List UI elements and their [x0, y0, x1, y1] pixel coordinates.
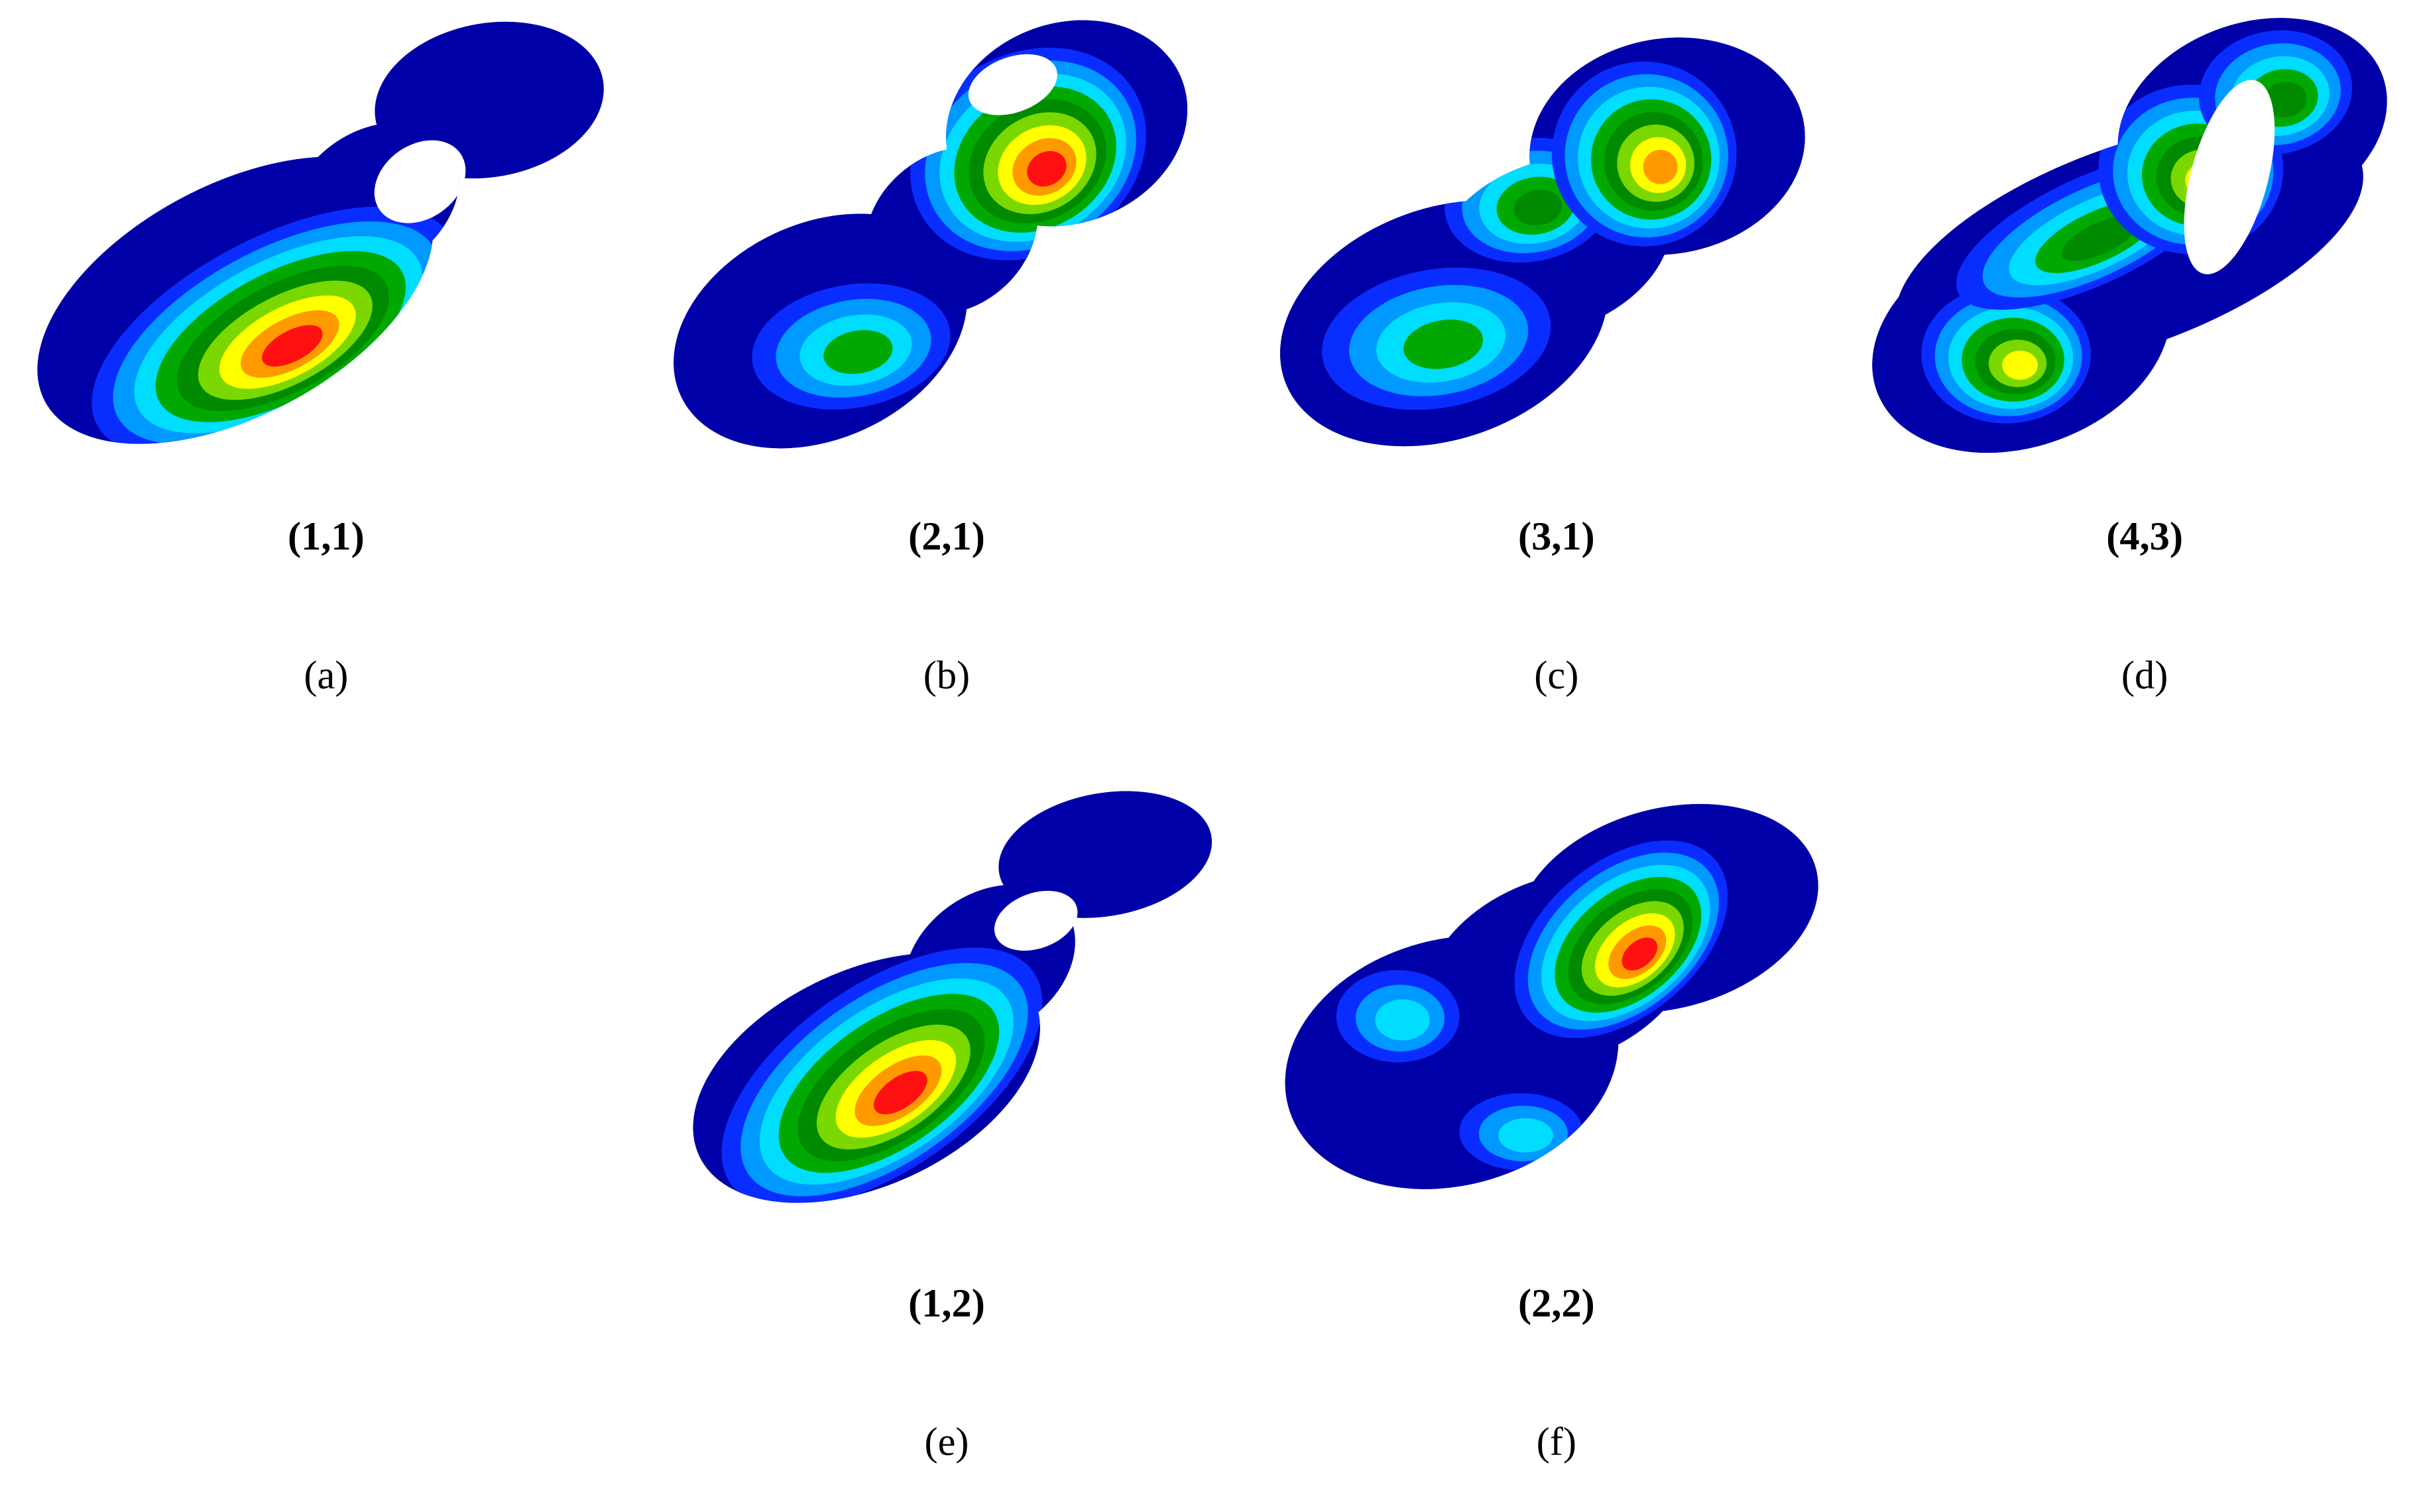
plate [998, 791, 1212, 918]
panel: (1,1) (a) [37, 21, 604, 697]
panel: (2,2) (f) [1285, 803, 1818, 1464]
contour-band [1643, 149, 1678, 184]
mode-shape [37, 21, 604, 456]
contour-band [1375, 999, 1430, 1041]
mode-label: (4,3) [2106, 514, 2183, 559]
panel-label: (d) [2121, 653, 2168, 697]
panel-label: (b) [923, 653, 970, 697]
panel: (3,1) (c) [1279, 37, 1805, 697]
mode-label: (2,2) [1518, 1281, 1595, 1326]
mode-shape [674, 20, 1188, 449]
contour-band [2263, 82, 2307, 118]
panel-label: (c) [1534, 653, 1578, 697]
mode-label: (2,1) [908, 514, 985, 559]
panel-label: (a) [304, 653, 348, 697]
contour-band [262, 325, 323, 367]
hole [2184, 80, 2275, 274]
mode-shape [1279, 37, 1805, 447]
contour-band [1027, 150, 1067, 187]
mode-shape [1285, 803, 1818, 1190]
panel-label: (e) [924, 1420, 969, 1464]
contour-band [1498, 1118, 1553, 1153]
hole [968, 54, 1057, 115]
mode-label: (1,2) [908, 1281, 985, 1326]
contour-band [873, 1071, 927, 1115]
panel: (4,3) (d) [1872, 17, 2387, 697]
hole [374, 140, 466, 223]
contour-band [2002, 350, 2038, 380]
panel: (1,2) (e) [693, 791, 1212, 1464]
mode-shape [693, 791, 1212, 1208]
mode-label: (1,1) [288, 514, 365, 559]
hole [994, 890, 1078, 951]
panel-label: (f) [1537, 1420, 1576, 1464]
panel: (2,1) (b) [674, 20, 1188, 697]
mode-shape [1872, 17, 2387, 453]
contour-band [2061, 215, 2139, 261]
contour-band [823, 329, 893, 375]
mode-label: (3,1) [1518, 514, 1595, 559]
contour-band [1622, 937, 1658, 971]
contour-band [1403, 320, 1484, 369]
contour-band [1513, 190, 1563, 226]
